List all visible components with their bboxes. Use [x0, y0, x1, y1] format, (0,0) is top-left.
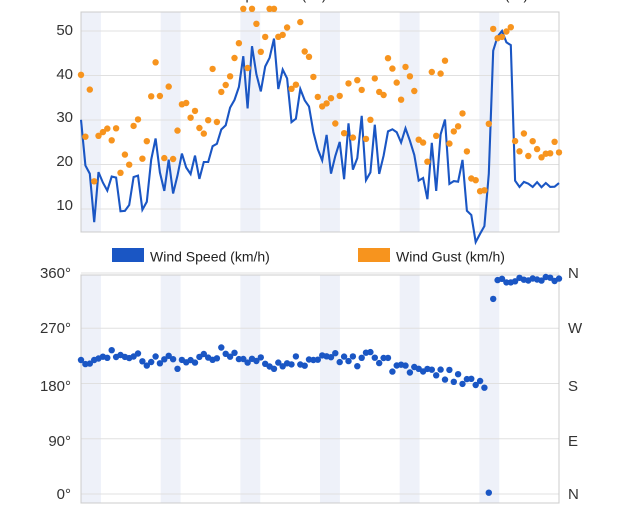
svg-text:90°: 90° — [48, 433, 71, 450]
svg-text:S: S — [568, 378, 578, 395]
svg-text:30: 30 — [56, 109, 73, 126]
svg-text:270°: 270° — [40, 320, 71, 337]
svg-text:W: W — [568, 320, 583, 337]
svg-text:50: 50 — [56, 22, 73, 39]
svg-text:N: N — [568, 265, 579, 282]
svg-text:180°: 180° — [40, 378, 71, 395]
svg-text:40: 40 — [56, 66, 73, 83]
svg-text:20: 20 — [56, 153, 73, 170]
svg-text:E: E — [568, 433, 578, 450]
svg-text:N: N — [568, 486, 579, 503]
svg-text:360°: 360° — [40, 265, 71, 282]
svg-text:10: 10 — [56, 197, 73, 214]
svg-text:0°: 0° — [57, 486, 71, 503]
